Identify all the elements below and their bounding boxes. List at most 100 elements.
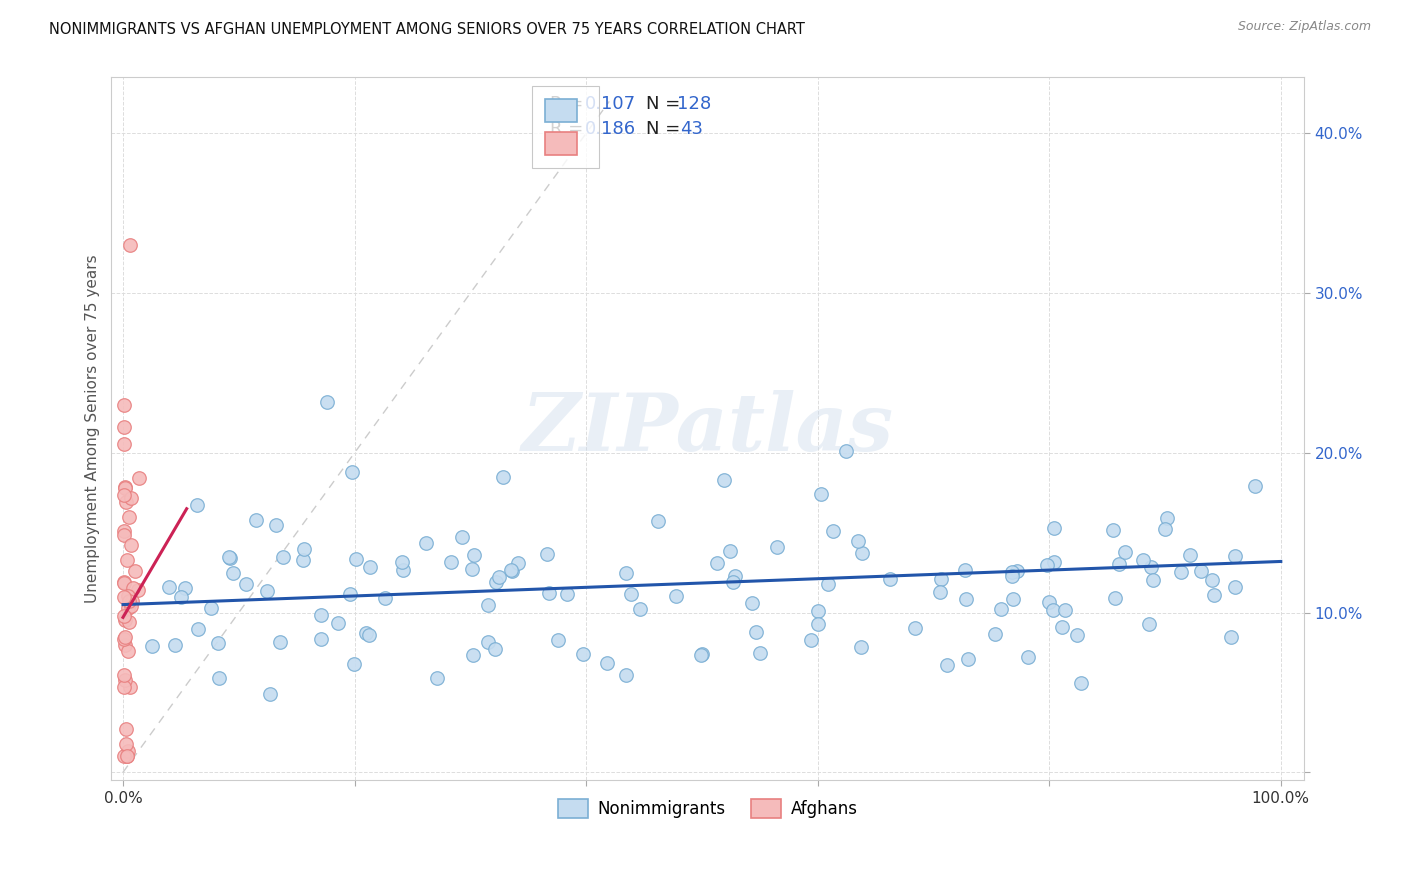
Point [689,648,711,662]
Point [953,563,976,577]
Point [128,471,150,485]
Point [835,444,858,458]
Point [118,238,141,252]
Point [114,638,136,652]
Point [117,590,139,604]
Point [122,581,145,595]
Point [117,743,139,757]
Point [1042,603,1064,617]
Point [718,544,741,558]
Point [311,608,333,623]
Point [1154,522,1177,536]
Point [114,630,136,644]
Point [536,547,558,561]
Point [269,634,291,648]
Point [817,577,839,591]
Point [1050,620,1073,634]
Point [344,551,367,566]
Point [1140,559,1163,574]
Point [851,546,873,560]
Point [311,632,333,646]
Point [931,572,953,586]
Point [391,555,413,569]
Point [485,574,508,589]
Point [1180,548,1202,562]
Point [271,550,294,565]
Point [256,583,278,598]
Point [1137,616,1160,631]
Point [187,622,209,636]
Point [208,671,231,685]
Point [112,590,135,604]
Point [765,540,787,554]
Point [903,621,925,635]
Point [1142,573,1164,587]
Point [141,639,163,653]
Point [1219,630,1241,644]
Point [112,398,135,412]
Point [990,602,1012,616]
Point [124,564,146,578]
Point [115,737,138,751]
Point [440,555,463,569]
Point [1038,595,1060,609]
Point [1202,588,1225,602]
Point [114,613,136,627]
Point [1002,591,1025,606]
Point [245,513,267,527]
Point [706,556,728,570]
Point [1223,549,1246,564]
Text: Source: ZipAtlas.com: Source: ZipAtlas.com [1237,20,1371,33]
Point [359,628,381,642]
Point [477,598,499,612]
Text: R =: R = [550,120,589,138]
Point [1170,565,1192,579]
Point [983,627,1005,641]
Point [713,473,735,487]
Point [291,553,314,567]
Point [115,495,138,509]
Point [724,568,747,582]
Point [120,538,142,552]
Point [340,465,363,479]
Point [1132,553,1154,567]
Point [807,617,830,632]
Point [200,600,222,615]
Point [112,524,135,538]
Point [1017,650,1039,665]
Point [690,647,713,661]
Point [501,564,523,578]
Point [112,608,135,623]
Point [114,722,136,736]
Point [264,517,287,532]
Point [1042,521,1064,535]
Point [118,615,141,629]
Text: R =: R = [550,95,589,113]
Point [647,514,669,528]
Point [823,524,845,539]
Point [170,590,193,604]
Legend: Nonimmigrants, Afghans: Nonimmigrants, Afghans [551,792,865,825]
Point [120,491,142,505]
Point [614,667,637,681]
Point [207,636,229,650]
Point [118,594,141,608]
Point [463,548,485,562]
Point [1053,602,1076,616]
Point [1225,580,1247,594]
Text: 0.186: 0.186 [585,120,636,138]
Point [749,647,772,661]
Point [957,652,980,666]
Point [157,580,180,594]
Point [114,481,136,495]
Point [118,509,141,524]
Point [800,633,823,648]
Point [112,420,135,434]
Point [555,586,578,600]
Point [744,625,766,640]
Point [115,749,138,764]
Point [620,587,643,601]
Text: NONIMMIGRANTS VS AFGHAN UNEMPLOYMENT AMONG SENIORS OVER 75 YEARS CORRELATION CHA: NONIMMIGRANTS VS AFGHAN UNEMPLOYMENT AMO… [49,22,806,37]
Point [492,470,515,484]
Point [571,647,593,661]
